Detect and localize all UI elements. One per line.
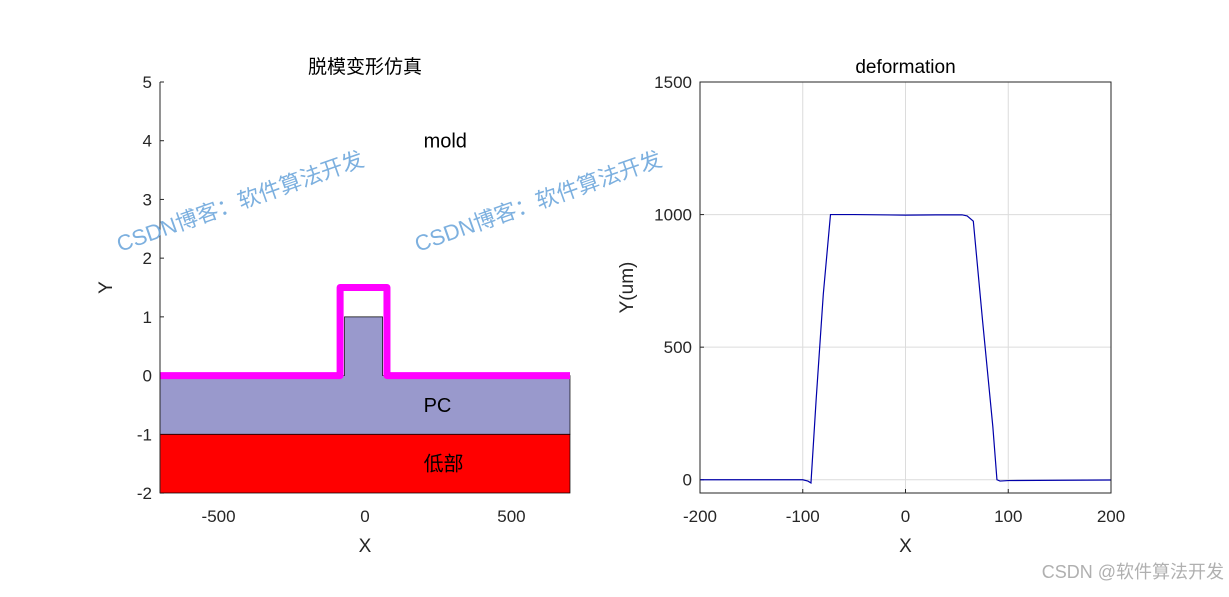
x-tick-label: -100 [786,507,820,526]
x-axis-label: X [899,536,912,557]
y-tick-label: 3 [143,190,152,209]
y-tick-label: 4 [143,132,152,151]
x-tick-label: 0 [360,507,369,526]
region [159,316,571,435]
axes-box [699,81,1112,494]
y-tick-label: 1500 [654,73,692,92]
region-label: 低部 [424,453,464,476]
y-tick-label: -1 [137,425,152,444]
y-tick-label: 1 [143,308,152,327]
y-tick-label: -2 [137,484,152,503]
region-label: PC [424,395,452,417]
y-tick-label: 2 [143,249,152,268]
y-tick-label: 0 [143,367,152,386]
y-axis-label: Y [96,281,117,294]
plots: -500 0 500 -2 -1 0 1 2 3 4 5 低部 PC mold 脱模变形仿真 X Y -200 -1… [96,56,1125,557]
x-tick-label: 500 [497,507,525,526]
x-tick-label: 100 [994,507,1022,526]
y-tick-label: 5 [143,73,152,92]
x-tick-label: 0 [901,507,910,526]
y-tick-label: 0 [683,471,692,490]
line-series [700,213,1112,484]
region [159,433,571,494]
x-tick-label: -500 [202,507,236,526]
y-axis-label: Y(um) [617,262,638,314]
chart-title: 脱模变形仿真 [308,56,422,78]
x-tick-label: -200 [683,507,717,526]
y-tick-label: 1000 [654,206,692,225]
x-axis-label: X [359,536,372,557]
y-tick-label: 500 [664,338,692,357]
chart-title: deformation [855,57,955,78]
watermark: CSDN @软件算法开发 [1042,562,1224,582]
region-label: mold [424,131,467,153]
mold-outline [160,284,570,380]
x-tick-label: 200 [1097,507,1125,526]
